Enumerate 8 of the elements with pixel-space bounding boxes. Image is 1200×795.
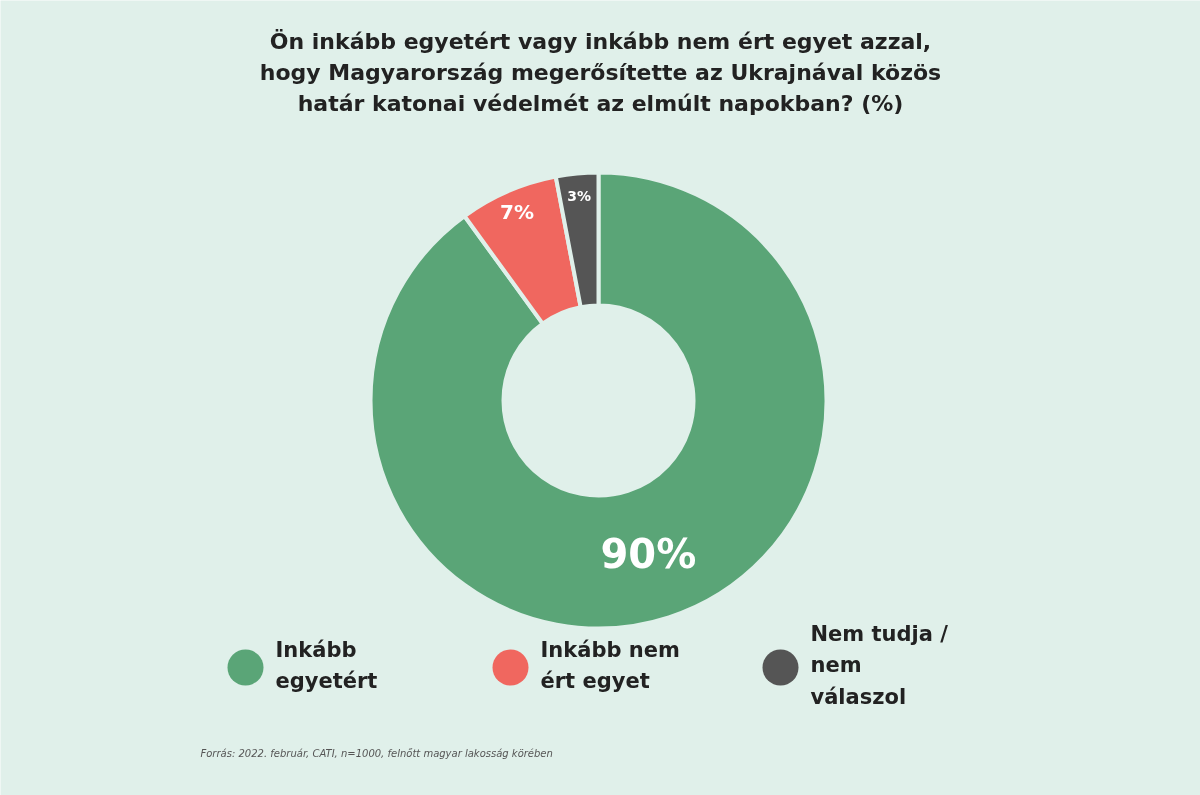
legend-label: Inkább egyetért [275,637,378,694]
text: Forrás: 2022. február, CATI, n=1000, felnőtt magyar lakosság körében [200,748,553,759]
data-label: 90% [600,531,697,578]
legend-label: Inkább nem ért egyet [540,637,680,694]
data-label: 7% [500,200,534,225]
legend-label: Nem tudja / nem válaszol [810,622,949,709]
data-label: 3% [567,188,592,205]
chart-title: Ön inkább egyetért vagy inkább nem ért egyet azzal, hogy Magyarország megerősítette az Ukrajnával közös határ katonai védelmét az elmúlt napokban? (%) [259,28,942,116]
